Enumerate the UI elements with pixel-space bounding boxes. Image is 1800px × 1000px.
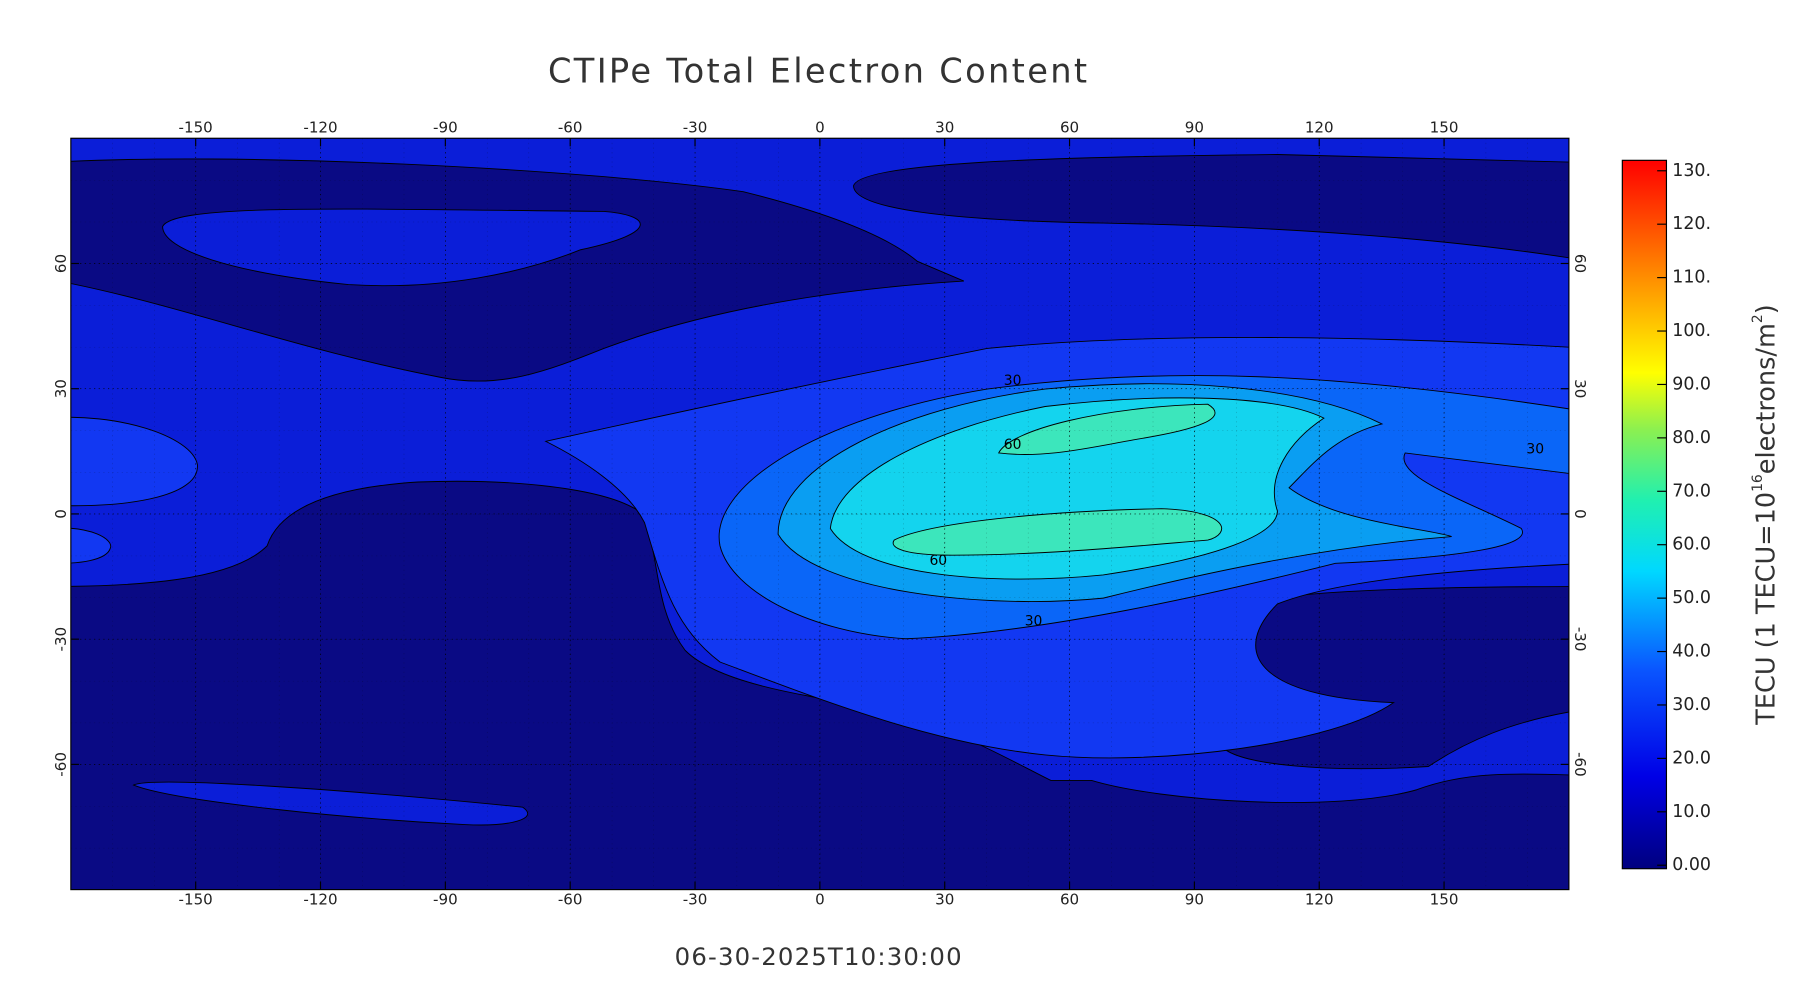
colorbar-tick-label: 0.00 xyxy=(1672,855,1711,875)
x-tick-label: -150 xyxy=(179,891,213,909)
colorbar-tick-label: 120. xyxy=(1672,214,1711,234)
colorbar-tick-label: 130. xyxy=(1672,161,1711,181)
y-tick-label: 60 xyxy=(52,254,70,273)
x-tick-label: 120 xyxy=(1305,118,1334,136)
x-tick-label: -90 xyxy=(433,118,458,136)
y-tick-label: 30 xyxy=(1571,379,1589,398)
colorbar-tick-label: 30.0 xyxy=(1672,695,1711,715)
colorbar-tick-label: 50.0 xyxy=(1672,588,1711,608)
label-part: electrons/m xyxy=(1751,323,1781,474)
x-tick-label: 150 xyxy=(1430,118,1459,136)
y-tick-label: 0 xyxy=(52,509,70,519)
x-tick-label: -60 xyxy=(558,891,583,909)
colorbar-tick-label: 80.0 xyxy=(1672,428,1711,448)
label-part: TECU (1 TECU=10 xyxy=(1751,492,1781,726)
colorbar-tick-label: 110. xyxy=(1672,268,1711,288)
y-tick-label: -60 xyxy=(52,752,70,777)
colorbar-tick-label: 40.0 xyxy=(1672,642,1711,662)
colorbar xyxy=(1621,159,1668,870)
x-tick-label: -120 xyxy=(303,118,337,136)
timestamp: 06-30-2025T10:30:00 xyxy=(675,942,963,971)
y-tick-label: 30 xyxy=(52,379,70,398)
x-tick-label: 0 xyxy=(815,118,825,136)
contour-label: 60 xyxy=(1004,437,1022,453)
x-tick-label: 90 xyxy=(1185,891,1204,909)
colorbar-tick-label: 10.0 xyxy=(1672,802,1711,822)
colorbar-tick-label: 70.0 xyxy=(1672,481,1711,501)
x-tick-label: 150 xyxy=(1430,891,1459,909)
label-part: ) xyxy=(1751,304,1781,314)
colorbar-tick-label: 20.0 xyxy=(1672,748,1711,768)
colorbar-tick-label: 100. xyxy=(1672,321,1711,341)
x-tick-label: 60 xyxy=(1060,118,1079,136)
x-tick-label: 60 xyxy=(1060,891,1079,909)
map-title: CTIPe Total Electron Content xyxy=(548,52,1089,91)
contour-label: 30 xyxy=(1526,441,1544,457)
contour-label: 30 xyxy=(1025,613,1043,629)
x-tick-label: 90 xyxy=(1185,118,1204,136)
colorbar-label: TECU (1 TECU=1016electrons/m2) xyxy=(1750,304,1781,725)
x-tick-label: 0 xyxy=(815,891,825,909)
label-sup: 16 xyxy=(1750,474,1766,492)
x-tick-label: -60 xyxy=(558,118,583,136)
label-sup: 2 xyxy=(1750,314,1766,323)
colorbar-tick-label: 60.0 xyxy=(1672,535,1711,555)
y-tick-label: 60 xyxy=(1571,254,1589,273)
x-tick-label: -90 xyxy=(433,891,458,909)
y-tick-label: -60 xyxy=(1571,752,1589,777)
x-tick-label: -150 xyxy=(179,118,213,136)
x-tick-label: 120 xyxy=(1305,891,1334,909)
contour-fill xyxy=(70,138,1569,890)
x-tick-label: 30 xyxy=(935,118,954,136)
x-tick-label: -30 xyxy=(683,891,708,909)
y-tick-label: -30 xyxy=(52,627,70,652)
contour-label: 60 xyxy=(929,553,947,569)
y-tick-label: -30 xyxy=(1571,627,1589,652)
contour-label: 30 xyxy=(1004,373,1022,389)
x-tick-label: -30 xyxy=(683,118,708,136)
x-tick-label: -120 xyxy=(303,891,337,909)
x-tick-label: 30 xyxy=(935,891,954,909)
colorbar-tick-label: 90.0 xyxy=(1672,374,1711,394)
y-tick-label: 0 xyxy=(1571,509,1589,519)
